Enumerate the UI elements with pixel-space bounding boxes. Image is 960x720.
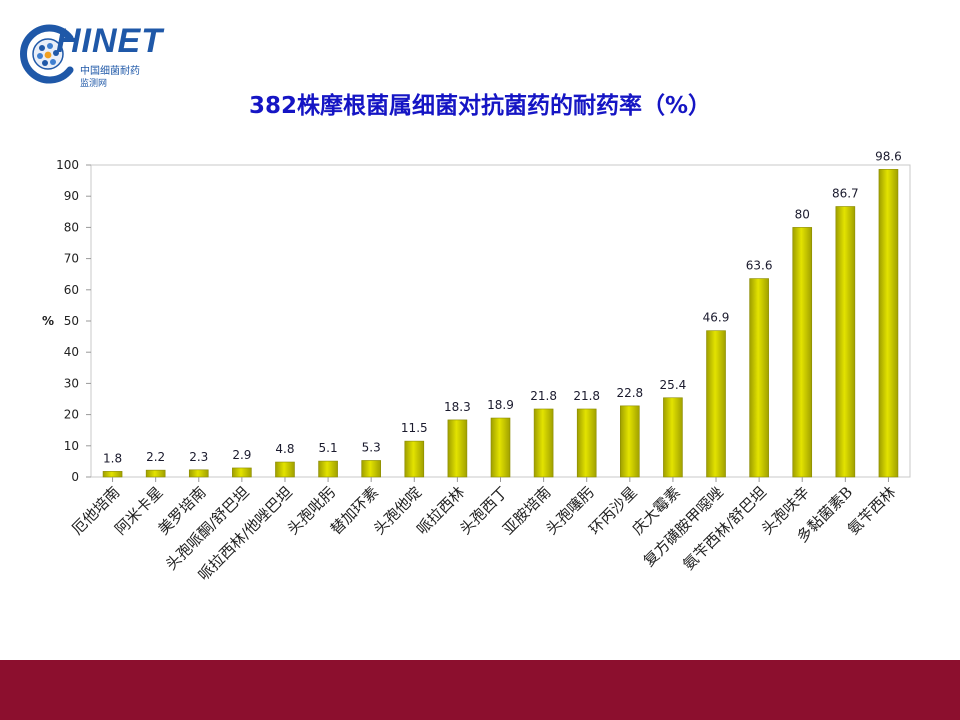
data-label: 80	[795, 207, 810, 221]
bar-chart: 0102030405060708090100%1.8厄他培南2.2阿米卡星2.3…	[42, 149, 911, 584]
bar	[318, 460, 338, 478]
y-tick-label: 60	[64, 283, 79, 297]
chart-title: 382株摩根菌属细菌对抗菌药的耐药率（%）	[248, 93, 712, 119]
bar	[188, 469, 209, 478]
logo-subtitle: 中国细菌耐药	[80, 66, 140, 77]
category-label: 氨苄西林	[844, 483, 899, 538]
data-label: 5.3	[362, 440, 381, 454]
data-label: 11.5	[401, 421, 428, 435]
data-label: 2.9	[232, 448, 251, 462]
bar	[835, 206, 856, 478]
bar	[361, 460, 381, 478]
data-label: 18.3	[444, 400, 471, 414]
bar	[102, 471, 123, 478]
y-tick-label: 70	[64, 252, 79, 266]
y-tick-label: 50	[64, 314, 79, 328]
chinet-logo: HINET 中国细菌耐药 监测网	[18, 22, 162, 89]
footer-band	[0, 660, 960, 720]
y-tick-label: 30	[64, 376, 79, 390]
data-label: 46.9	[703, 311, 730, 325]
bar	[404, 440, 425, 478]
data-label: 21.8	[573, 389, 600, 403]
bar	[232, 467, 252, 478]
bar	[447, 419, 468, 478]
bar	[620, 405, 640, 478]
bar	[792, 227, 813, 478]
bar	[749, 278, 769, 478]
data-label: 1.8	[103, 451, 122, 465]
bar	[533, 408, 554, 478]
bar	[878, 169, 899, 478]
data-label: 2.2	[146, 450, 165, 464]
data-label: 86.7	[832, 186, 859, 200]
y-tick-label: 10	[64, 439, 79, 453]
y-tick-label: 40	[64, 345, 79, 359]
y-axis-label: %	[42, 314, 54, 328]
logo-subtitle-2: 监测网	[80, 79, 108, 89]
bar	[706, 330, 726, 478]
chinet-globe-icon	[20, 24, 74, 84]
data-label: 18.9	[487, 398, 514, 412]
logo-text: HINET	[56, 22, 163, 60]
data-label: 63.6	[746, 259, 773, 273]
y-tick-label: 100	[56, 158, 79, 172]
bar	[145, 469, 166, 478]
bar	[490, 417, 511, 478]
data-label: 98.6	[875, 149, 902, 163]
data-label: 25.4	[660, 378, 687, 392]
data-label: 21.8	[530, 389, 557, 403]
bar	[576, 408, 597, 478]
data-label: 22.8	[616, 386, 643, 400]
y-tick-label: 20	[64, 408, 79, 422]
y-tick-label: 0	[71, 470, 79, 484]
data-label: 4.8	[275, 442, 294, 456]
data-label: 5.1	[319, 441, 338, 455]
bar	[275, 461, 295, 478]
data-label: 2.3	[189, 450, 208, 464]
y-tick-label: 90	[64, 189, 79, 203]
y-tick-label: 80	[64, 220, 79, 234]
bar	[663, 397, 683, 478]
